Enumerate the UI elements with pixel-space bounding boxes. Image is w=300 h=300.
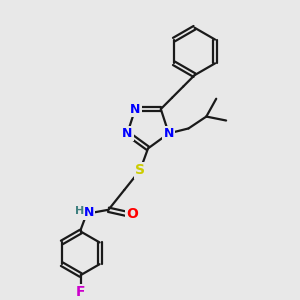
Text: H: H xyxy=(75,206,84,216)
Text: N: N xyxy=(83,206,94,219)
Text: N: N xyxy=(164,127,174,140)
Text: N: N xyxy=(122,127,133,140)
Text: F: F xyxy=(76,285,86,299)
Text: S: S xyxy=(135,163,145,177)
Text: N: N xyxy=(130,103,140,116)
Text: O: O xyxy=(126,207,138,221)
